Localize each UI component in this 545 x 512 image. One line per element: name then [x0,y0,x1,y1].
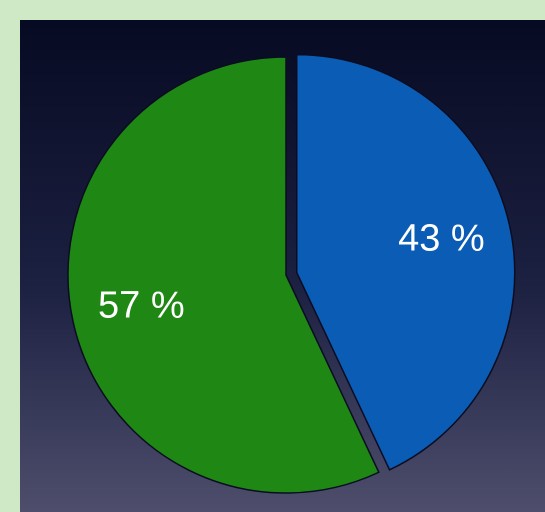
pie-slice [295,53,516,471]
slice-label: 57 % [98,284,185,326]
slice-label: 43 % [398,217,485,259]
pie-slice [67,56,380,494]
